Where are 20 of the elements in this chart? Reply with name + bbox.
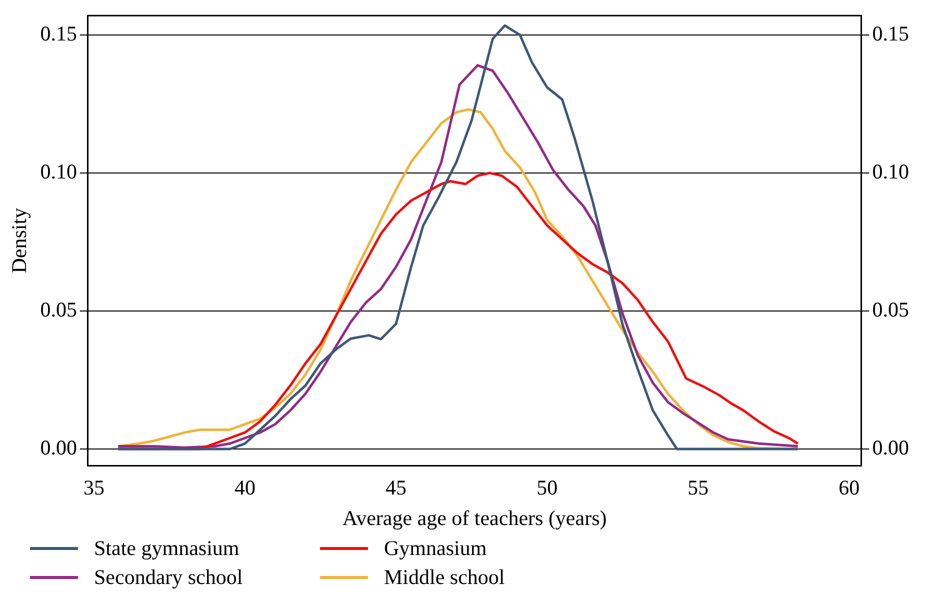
y-tick-label: 0.05 xyxy=(40,298,77,322)
y-tick-label: 0.10 xyxy=(40,159,77,184)
y2-tick-label: 0.05 xyxy=(872,298,909,322)
y2-tick-label: 0.00 xyxy=(872,436,909,460)
x-tick-label: 40 xyxy=(234,476,256,500)
y-axis-title: Density xyxy=(7,207,32,274)
y-tick-label: 0.15 xyxy=(40,21,77,46)
x-axis-title: Average age of teachers (years) xyxy=(342,506,607,530)
x-tick-label: 50 xyxy=(536,476,558,500)
x-tick-label: 55 xyxy=(688,476,709,500)
y2-tick-label: 0.10 xyxy=(872,159,909,184)
x-tick-label: 60 xyxy=(838,476,860,500)
legend-label: Middle school xyxy=(384,565,505,590)
legend-label: Gymnasium xyxy=(384,536,487,561)
x-tick-label: 45 xyxy=(386,476,407,500)
legend-label: Secondary school xyxy=(94,565,243,590)
y2-tick-label: 0.15 xyxy=(872,21,909,46)
x-tick-label: 35 xyxy=(83,476,104,500)
y-tick-label: 0.00 xyxy=(40,436,77,460)
legend-label: State gymnasium xyxy=(94,536,240,561)
